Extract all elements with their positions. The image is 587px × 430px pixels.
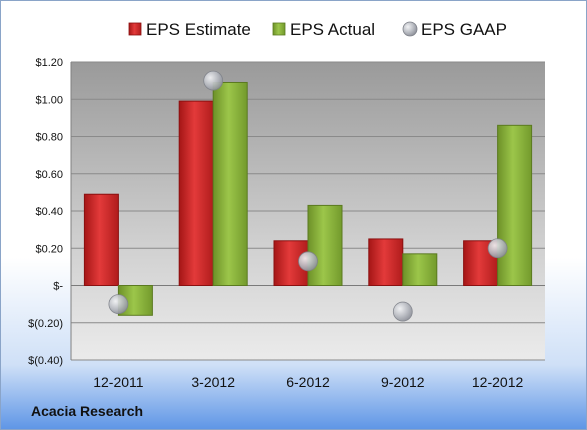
y-tick-label: $0.60 bbox=[35, 169, 63, 181]
y-tick-label: $0.20 bbox=[35, 243, 63, 255]
company-name: Acacia Research bbox=[31, 403, 144, 419]
legend-label: EPS Actual bbox=[290, 20, 375, 39]
bar-eps-actual-3-2012 bbox=[212, 81, 248, 286]
bar-eps-actual-6-2012 bbox=[307, 204, 343, 287]
legend-label: EPS GAAP bbox=[421, 20, 507, 39]
y-tick-label: $0.40 bbox=[35, 206, 63, 218]
y-tick-label: $1.00 bbox=[35, 94, 63, 106]
marker-eps-gaap-12-2012 bbox=[487, 238, 508, 259]
gaap-markers bbox=[108, 70, 508, 322]
marker-eps-gaap-6-2012 bbox=[298, 251, 318, 272]
y-axis: $1.20 $1.00 $0.80 $0.60 $0.40 $0.20 $- $(0.20) $… bbox=[28, 57, 72, 367]
x-tick-label: 3-2012 bbox=[191, 374, 235, 390]
marker-eps-gaap-3-2012 bbox=[203, 70, 224, 91]
y-tick-label: $0.80 bbox=[35, 132, 63, 144]
bar-eps-estimate-9-2012 bbox=[368, 238, 404, 286]
x-tick-label: 9-2012 bbox=[381, 374, 425, 390]
marker-eps-gaap-9-2012 bbox=[392, 301, 413, 322]
y-tick-label: $(0.20) bbox=[28, 318, 63, 330]
x-tick-label: 12-2012 bbox=[472, 374, 524, 390]
legend-label: EPS Estimate bbox=[146, 20, 251, 39]
y-tick-label: $(0.40) bbox=[28, 355, 63, 367]
y-tick-label: $- bbox=[53, 281, 63, 293]
x-tick-label: 12-2011 bbox=[93, 374, 144, 390]
bars bbox=[83, 81, 533, 316]
legend-swatch bbox=[128, 22, 142, 36]
marker-eps-gaap-12-2011 bbox=[108, 294, 129, 315]
bar-eps-actual-9-2012 bbox=[402, 253, 438, 286]
bar-eps-estimate-12-2011 bbox=[83, 193, 119, 286]
legend-swatch bbox=[272, 22, 286, 36]
bar-eps-estimate-3-2012 bbox=[178, 100, 214, 286]
y-tick-label: $1.20 bbox=[35, 57, 63, 69]
x-tick-label: 6-2012 bbox=[286, 374, 330, 390]
bar-eps-actual-12-2012 bbox=[497, 124, 533, 286]
legend-swatch bbox=[402, 21, 418, 37]
legend: EPS Estimate EPS Actual EPS GAAP bbox=[128, 20, 507, 39]
